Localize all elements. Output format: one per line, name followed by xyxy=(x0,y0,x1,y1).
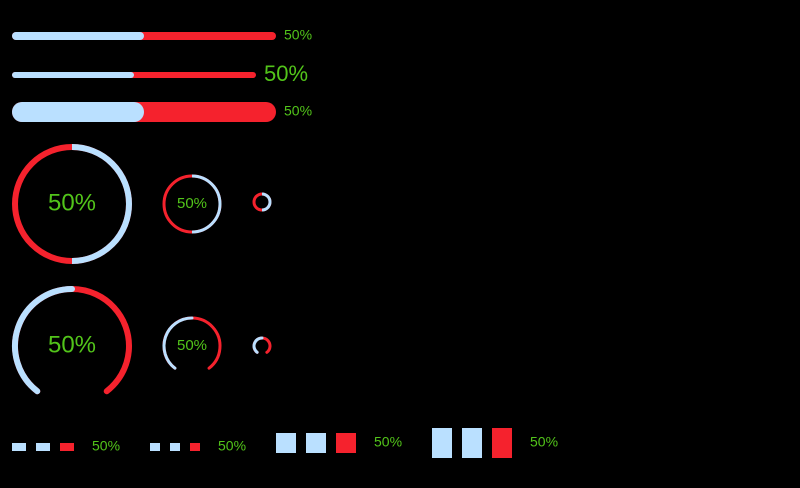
steps-label: 50% xyxy=(374,434,402,450)
dashboard-label: 50% xyxy=(48,331,96,358)
step-block xyxy=(170,443,180,451)
step-block xyxy=(60,443,74,451)
circle-label: 50% xyxy=(48,189,96,216)
circle-label: 50% xyxy=(177,195,207,212)
progress-label: 50% xyxy=(264,61,308,86)
progress-fill xyxy=(12,32,144,40)
dashboard-label: 50% xyxy=(177,337,207,354)
step-block xyxy=(336,433,356,453)
dashboard-fill xyxy=(252,336,264,354)
dashboard-fill xyxy=(12,286,75,395)
step-block xyxy=(150,443,160,451)
circle-fill xyxy=(191,174,222,234)
steps-label: 50% xyxy=(92,438,120,454)
steps-label: 50% xyxy=(218,438,246,454)
circle-fill xyxy=(71,144,132,264)
step-block xyxy=(432,428,452,458)
step-block xyxy=(190,443,200,451)
steps-label: 50% xyxy=(530,434,558,450)
step-block xyxy=(492,428,512,458)
progress-fill xyxy=(12,102,144,122)
step-block xyxy=(36,443,50,451)
step-block xyxy=(306,433,326,453)
step-block xyxy=(12,443,26,451)
circle-fill xyxy=(261,192,272,212)
step-block xyxy=(462,428,482,458)
step-block xyxy=(276,433,296,453)
progress-label: 50% xyxy=(284,103,312,119)
progress-fill xyxy=(12,72,134,78)
progress-label: 50% xyxy=(284,27,312,43)
dashboard-fill xyxy=(162,316,194,370)
